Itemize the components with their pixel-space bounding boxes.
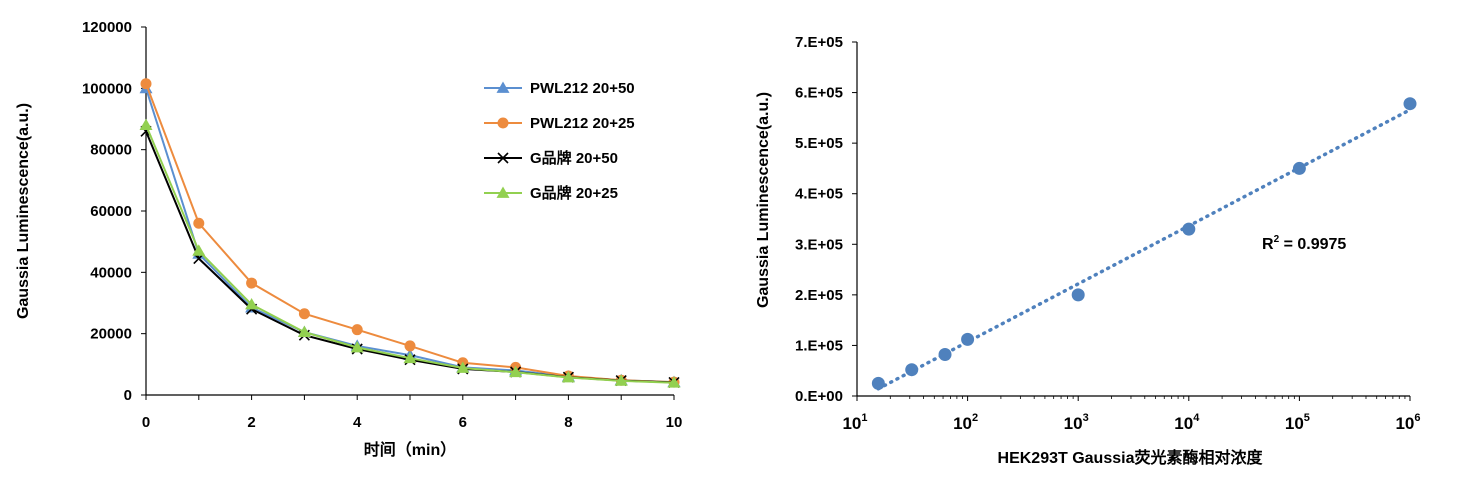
left-y-tick-label: 40000	[90, 264, 132, 281]
right-y-tick-label: 4.E+05	[795, 186, 843, 203]
right-y-tick-label: 2.E+05	[795, 287, 843, 304]
left-y-tick-label: 60000	[90, 203, 132, 220]
data-point	[193, 217, 205, 229]
tick-base: 10	[842, 414, 861, 433]
tick-exponent: 3	[1083, 412, 1089, 424]
legend-label: PWL212 20+50	[530, 80, 635, 97]
legend-item-1: PWL212 20+25	[484, 115, 635, 132]
right-x-tick-label: 104	[1174, 412, 1200, 433]
data-point	[404, 340, 416, 352]
legend-label: PWL212 20+25	[530, 115, 635, 132]
right-y-tick-label: 0.E+00	[795, 388, 843, 405]
data-point	[350, 340, 364, 353]
legend-label: G品牌 20+25	[530, 184, 618, 202]
left-legend: PWL212 20+50 PWL212 20+25 G品牌 20+50 G品牌 20+…	[484, 80, 635, 202]
right-points-group	[871, 97, 1417, 390]
tick-base: 10	[1395, 414, 1414, 433]
left-series-group	[139, 78, 681, 388]
data-point	[561, 371, 575, 383]
left-y-tick-label: 100000	[82, 80, 132, 97]
data-point	[140, 78, 152, 90]
right-x-tick-label: 106	[1395, 412, 1420, 433]
left-line-chart: 0 20000 40000 60000 80000 100000 120000 0 2 4 6 8 10…	[15, 19, 682, 459]
legend-marker	[497, 117, 509, 129]
data-point	[297, 325, 311, 338]
tick-base: 10	[1174, 414, 1193, 433]
data-point	[403, 351, 417, 364]
r-squared-sup: 2	[1274, 234, 1280, 245]
right-x-tick-label: 105	[1285, 412, 1310, 433]
data-point	[139, 118, 153, 131]
legend-item-3: G品牌 20+25	[484, 184, 618, 202]
data-point	[298, 308, 310, 320]
left-x-tick-label: 2	[247, 414, 255, 431]
right-y-axis-title: Gaussia Luminescence(a.u.)	[755, 92, 772, 308]
left-y-axis-title: Gaussia Luminescence(a.u.)	[15, 103, 32, 319]
left-y-tick-label: 120000	[82, 19, 132, 36]
left-x-axis-title: 时间（min）	[364, 440, 456, 459]
data-point	[1182, 222, 1196, 236]
right-y-tick-label: 7.E+05	[795, 34, 843, 51]
left-axes: 0 20000 40000 60000 80000 100000 120000 0 2 4 6 8 10	[82, 19, 682, 431]
left-x-tick-label: 10	[666, 414, 683, 431]
r-squared-annotation: R2 = 0.9975	[1262, 234, 1346, 253]
right-x-tick-label: 102	[953, 412, 978, 433]
right-x-tick-label: 103	[1064, 412, 1089, 433]
tick-base: 10	[953, 414, 972, 433]
data-point	[245, 298, 259, 310]
left-x-tick-label: 0	[142, 414, 150, 431]
right-y-tick-label: 3.E+05	[795, 236, 843, 253]
left-y-tick-label: 80000	[90, 142, 132, 159]
legend-marker	[496, 81, 510, 93]
tick-base: 10	[1064, 414, 1083, 433]
right-y-tick-label: 5.E+05	[795, 135, 843, 152]
legend-item-0: PWL212 20+50	[484, 80, 635, 97]
right-axes: 0.E+00 1.E+05 2.E+05 3.E+05 4.E+05 5.E+05 6.E+…	[795, 34, 1420, 433]
data-point	[1071, 288, 1085, 302]
legend-item-2: G品牌 20+50	[484, 149, 618, 167]
left-x-tick-label: 8	[564, 414, 572, 431]
data-point	[905, 363, 919, 377]
tick-exponent: 5	[1304, 412, 1310, 424]
data-point	[961, 332, 975, 346]
tick-exponent: 4	[1193, 412, 1200, 424]
data-point	[1292, 161, 1306, 175]
tick-exponent: 1	[861, 412, 867, 424]
tick-base: 10	[1285, 414, 1304, 433]
data-point	[1403, 97, 1417, 111]
data-point	[614, 374, 628, 386]
right-y-tick-label: 6.E+05	[795, 85, 843, 102]
data-point	[509, 365, 523, 378]
data-point	[456, 361, 470, 373]
data-point	[351, 324, 363, 336]
r-squared-value: = 0.9975	[1279, 236, 1346, 253]
r-squared-label: R	[1262, 236, 1274, 253]
right-scatter-chart: 0.E+00 1.E+05 2.E+05 3.E+05 4.E+05 5.E+05 6.E+…	[755, 34, 1421, 467]
legend-marker	[496, 186, 510, 198]
left-x-tick-label: 6	[459, 414, 467, 431]
data-point	[192, 244, 206, 256]
data-point	[938, 348, 952, 362]
data-point	[871, 376, 885, 390]
data-point	[667, 376, 681, 388]
legend-marker	[497, 152, 509, 164]
right-x-axis-title: HEK293T Gaussia荧光素酶相对浓度	[998, 448, 1264, 467]
series-line	[145, 88, 675, 384]
right-y-tick-label: 1.E+05	[795, 337, 843, 354]
legend-label: G品牌 20+50	[530, 149, 618, 167]
tick-exponent: 6	[1414, 412, 1420, 424]
left-y-tick-label: 0	[124, 387, 132, 404]
data-point	[246, 277, 258, 289]
right-x-tick-label: 101	[842, 412, 867, 433]
left-y-tick-label: 20000	[90, 326, 132, 343]
tick-exponent: 2	[972, 412, 978, 424]
left-x-tick-label: 4	[353, 414, 362, 431]
left-series-3	[139, 118, 681, 388]
